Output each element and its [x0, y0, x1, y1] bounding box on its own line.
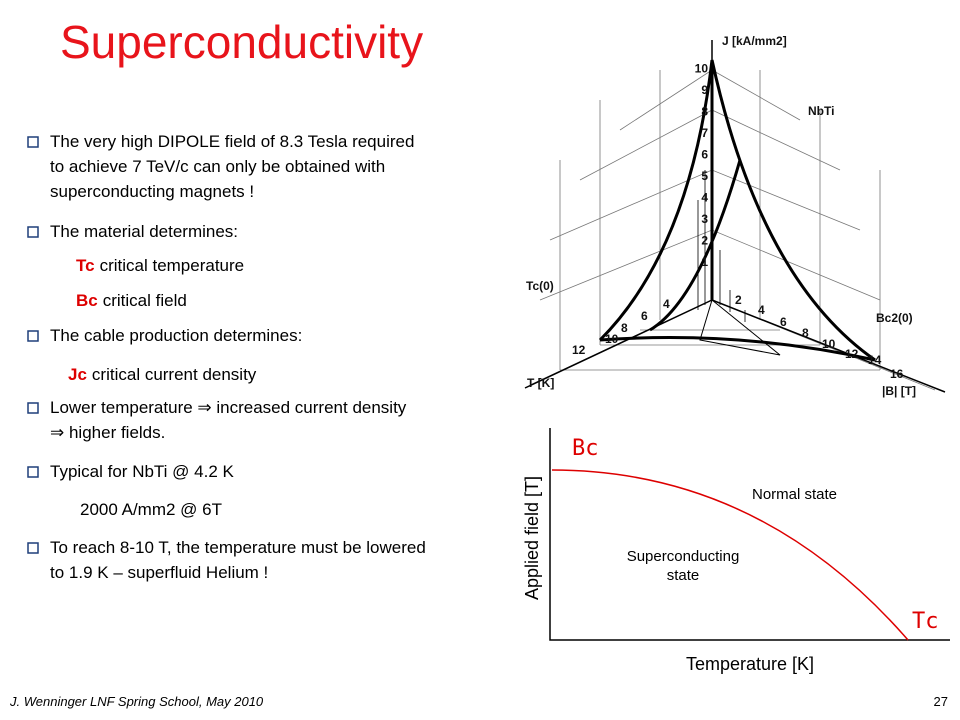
t-tick: 10 — [605, 332, 619, 346]
b-tick: 8 — [802, 326, 809, 340]
j-tick: 10 — [695, 62, 709, 76]
term: Bc — [76, 291, 98, 310]
b-tick: 10 — [822, 337, 836, 351]
normal-label: Normal state — [752, 486, 837, 503]
bc-label: Bc — [572, 436, 599, 461]
bullet-text: To reach 8-10 T, the temperature must be… — [50, 538, 426, 557]
t-axis-label: T [K] — [527, 376, 554, 390]
y-axis-label: Applied field [T] — [522, 476, 542, 600]
phase-diagram: Bc Tc Normal state Superconducting state… — [522, 428, 950, 674]
bullet-text: superconducting magnets ! — [50, 182, 254, 201]
x-axis-label: Temperature [K] — [686, 654, 814, 674]
sub-item: Bc critical field — [76, 291, 187, 310]
t-tick: 6 — [641, 309, 648, 323]
sc-label: state — [667, 567, 700, 584]
footer-author: J. Wenninger LNF Spring School, May 2010 — [9, 694, 264, 709]
b-tick: 14 — [868, 353, 882, 367]
j-tick: 9 — [701, 83, 708, 97]
page-number: 27 — [934, 694, 948, 709]
sub-item: Tc critical temperature — [76, 256, 244, 275]
j-tick: 2 — [701, 234, 708, 248]
bullet-marker — [27, 226, 39, 238]
bullet-marker — [27, 136, 39, 148]
sc-label: Superconducting — [627, 548, 740, 565]
tc-label: Tc — [912, 609, 939, 634]
b-tick: 16 — [890, 367, 904, 381]
j-tick: 3 — [701, 212, 708, 226]
bullet-text: The material determines: — [50, 222, 238, 241]
term-text: critical current density — [92, 365, 257, 384]
bullet-text: Lower temperature ⇒ increased current de… — [50, 398, 407, 417]
j-tick: 5 — [701, 169, 708, 183]
b-tick: 4 — [758, 303, 765, 317]
bullet-text: to 1.9 K – superfluid Helium ! — [50, 563, 268, 582]
b-tick: 6 — [780, 315, 787, 329]
j-tick: 7 — [701, 126, 708, 140]
j-tick: 6 — [701, 148, 708, 162]
bc2-label: Bc2(0) — [876, 311, 913, 325]
material-label: NbTi — [808, 104, 834, 118]
bullet-marker — [27, 466, 39, 478]
term-text: critical temperature — [100, 256, 245, 275]
bullet-text: ⇒ higher fields. — [50, 423, 165, 442]
tc-label: Tc(0) — [526, 279, 554, 293]
b-tick: 2 — [735, 293, 742, 307]
bullet-marker — [27, 330, 39, 342]
bullet-text: The very high DIPOLE field of 8.3 Tesla … — [50, 132, 414, 151]
b-tick: 12 — [845, 347, 859, 361]
t-tick: 12 — [572, 343, 586, 357]
bullet-marker — [27, 542, 39, 554]
j-tick: 4 — [701, 191, 708, 205]
sub-item: 2000 A/mm2 @ 6T — [80, 500, 222, 519]
b-axis-label: |B| [T] — [882, 384, 916, 398]
t-tick: 8 — [621, 321, 628, 335]
term: Tc — [76, 256, 95, 275]
term-text: critical field — [103, 291, 187, 310]
sub-text: 2000 A/mm2 @ 6T — [80, 500, 222, 519]
bullet-text: The cable production determines: — [50, 326, 302, 345]
j-tick: 1 — [701, 255, 708, 269]
sub-item: Jc critical current density — [68, 365, 257, 384]
bullet-text: Typical for NbTi @ 4.2 K — [50, 462, 235, 481]
j-axis-label: J [kA/mm2] — [722, 34, 787, 48]
t-tick: 4 — [663, 297, 670, 311]
bullet-marker — [27, 402, 39, 414]
term: Jc — [68, 365, 87, 384]
diagram-3d: J [kA/mm2] NbTi Tc(0) Bc2(0) T [K] |B| [… — [524, 34, 946, 398]
bullet-text: to achieve 7 TeV/c can only be obtained … — [50, 157, 385, 176]
j-tick: 8 — [701, 105, 708, 119]
title: Superconductivity — [60, 16, 423, 68]
